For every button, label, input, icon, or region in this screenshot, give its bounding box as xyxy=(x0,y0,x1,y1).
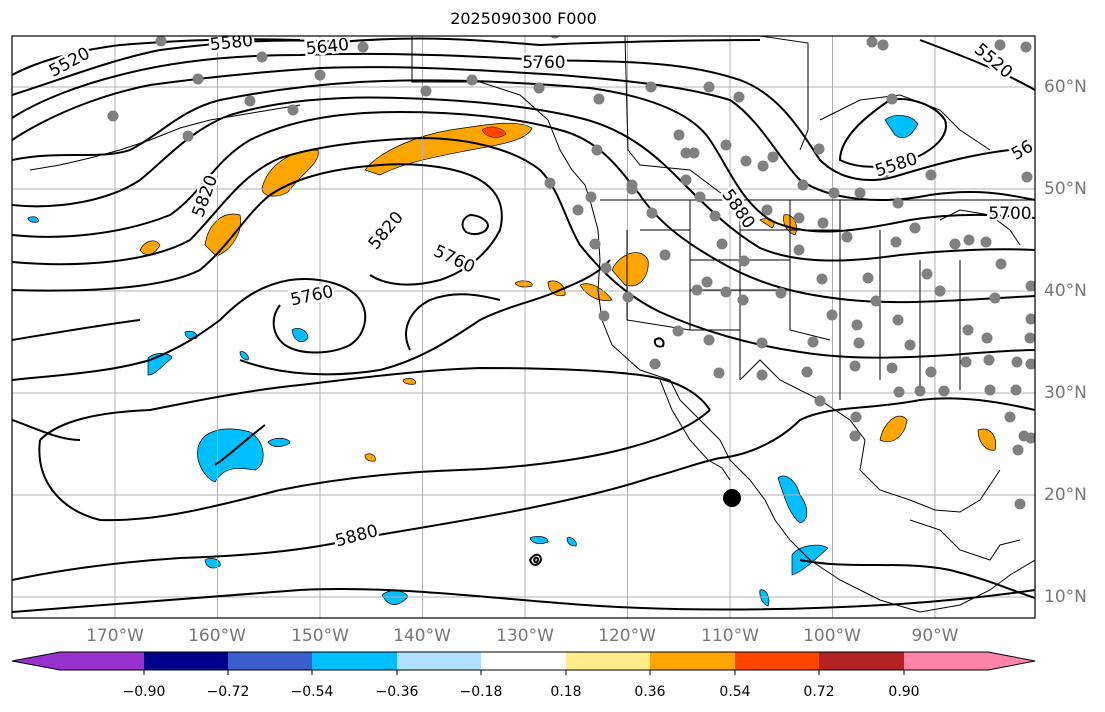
positive-anomaly-area xyxy=(611,252,649,287)
colorbar-segment xyxy=(904,652,988,670)
longitude-label: 90°W xyxy=(911,626,959,646)
negative-anomaly-area xyxy=(197,428,264,483)
positive-anomaly-area xyxy=(364,122,533,176)
latitude-label: 60°N xyxy=(1044,77,1087,97)
station-markers xyxy=(107,36,1035,510)
colorbar-segment xyxy=(397,652,481,670)
latitude-label: 20°N xyxy=(1044,485,1087,505)
contour-label: 5760 xyxy=(289,282,335,311)
colorbar-segment xyxy=(481,652,566,670)
negative-anomaly-area xyxy=(566,537,577,547)
colorbar-tick-label: 0.36 xyxy=(634,684,666,700)
colorbar-extend-low xyxy=(12,652,60,670)
map-frame xyxy=(11,35,1036,619)
colorbar-tick-label: −0.90 xyxy=(122,684,166,700)
longitude-label: 120°W xyxy=(598,626,656,646)
contour-label: 5820 xyxy=(365,208,408,254)
colorbar-tick-label: −0.36 xyxy=(375,684,419,700)
longitude-label: 150°W xyxy=(291,626,349,646)
contour-label: 5700 xyxy=(988,204,1031,224)
colorbar-tick-label: −0.54 xyxy=(290,684,334,700)
colorbar-segment xyxy=(228,652,312,670)
contour-label: 5760 xyxy=(522,53,565,73)
contour-label: 5880 xyxy=(333,521,380,552)
anomaly-fills xyxy=(27,115,996,607)
colorbar-segment xyxy=(60,652,144,670)
longitude-label: 110°W xyxy=(701,626,759,646)
positive-anomaly-area xyxy=(204,213,242,257)
contour-label: 5640 xyxy=(305,35,350,59)
longitude-label: 140°W xyxy=(393,626,451,646)
positive-anomaly-area xyxy=(514,280,533,288)
black-marker xyxy=(723,489,741,507)
colorbar-extend-high xyxy=(988,652,1035,670)
contour-label: 5760 xyxy=(430,241,478,277)
colorbar-segment xyxy=(312,652,397,670)
latitude-label: 50°N xyxy=(1044,179,1087,199)
latitude-label: 40°N xyxy=(1044,281,1087,301)
colorbar-segment xyxy=(566,652,650,670)
negative-anomaly-area xyxy=(239,351,249,361)
longitude-label: 100°W xyxy=(803,626,861,646)
negative-anomaly-area xyxy=(777,475,808,524)
colorbar-tick-label: 0.90 xyxy=(888,684,920,700)
positive-anomaly-area xyxy=(547,280,566,297)
map-title: 2025090300 F000 xyxy=(450,9,597,28)
positive-anomaly-area xyxy=(759,217,775,229)
coastlines xyxy=(12,36,1035,618)
negative-anomaly-area xyxy=(884,115,919,139)
colorbar-tick-label: 0.54 xyxy=(719,684,751,700)
colorbar-tick-label: −0.72 xyxy=(206,684,250,700)
contour-label: 5880 xyxy=(717,186,758,233)
graticule xyxy=(12,36,1035,618)
colorbar-segment xyxy=(819,652,904,670)
negative-anomaly-area xyxy=(381,590,409,605)
positive-anomaly-area xyxy=(139,240,161,255)
positive-anomaly-area xyxy=(879,415,908,443)
negative-anomaly-area xyxy=(27,216,39,223)
colorbar-segment xyxy=(735,652,819,670)
contour-label: 56 xyxy=(1008,137,1037,165)
contour-label: 5580 xyxy=(209,31,254,55)
positive-anomaly-area xyxy=(977,428,996,451)
negative-anomaly-area xyxy=(529,536,549,544)
negative-anomaly-area xyxy=(291,328,309,343)
positive-anomaly-area xyxy=(261,149,319,197)
strong-positive-anomaly-area xyxy=(481,126,507,138)
longitude-label: 160°W xyxy=(188,626,246,646)
positive-anomaly-area xyxy=(402,378,416,385)
positive-anomaly-area xyxy=(579,283,613,301)
latitude-label: 10°N xyxy=(1044,587,1087,607)
latitude-label: 30°N xyxy=(1044,383,1087,403)
colorbar-tick-label: −0.18 xyxy=(459,684,503,700)
height-contours xyxy=(12,37,1035,613)
colorbar-tick-label: 0.72 xyxy=(803,684,835,700)
negative-anomaly-area xyxy=(204,558,221,569)
colorbar-tick-label: 0.18 xyxy=(550,684,582,700)
colorbar-segment xyxy=(144,652,228,670)
positive-anomaly-area xyxy=(364,453,376,462)
colorbar-segment xyxy=(650,652,735,670)
negative-anomaly-area xyxy=(759,589,770,607)
longitude-label: 170°W xyxy=(86,626,144,646)
longitude-label: 130°W xyxy=(496,626,554,646)
colorbar xyxy=(11,651,1036,675)
negative-anomaly-area xyxy=(267,438,291,447)
